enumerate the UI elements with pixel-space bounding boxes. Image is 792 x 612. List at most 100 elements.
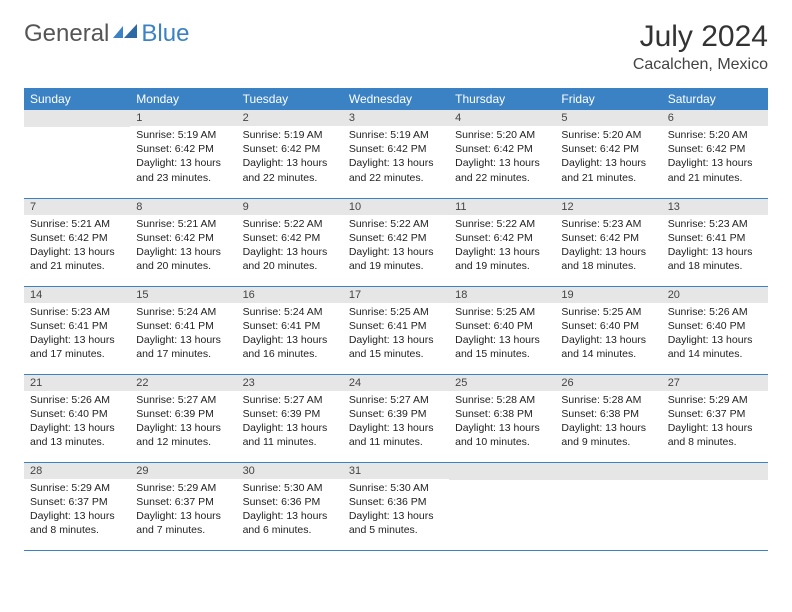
- weekday-header: Sunday: [24, 88, 130, 110]
- day-number: 16: [237, 287, 343, 303]
- logo-text-blue: Blue: [141, 20, 189, 48]
- day-number: 4: [449, 110, 555, 126]
- day-details: Sunrise: 5:25 AMSunset: 6:40 PMDaylight:…: [449, 303, 555, 366]
- day-details: Sunrise: 5:23 AMSunset: 6:41 PMDaylight:…: [662, 215, 768, 278]
- day-details: Sunrise: 5:26 AMSunset: 6:40 PMDaylight:…: [24, 391, 130, 454]
- calendar-day-cell: 25Sunrise: 5:28 AMSunset: 6:38 PMDayligh…: [449, 374, 555, 462]
- calendar-day-cell: 26Sunrise: 5:28 AMSunset: 6:38 PMDayligh…: [555, 374, 661, 462]
- day-number: 14: [24, 287, 130, 303]
- calendar-day-cell: 10Sunrise: 5:22 AMSunset: 6:42 PMDayligh…: [343, 198, 449, 286]
- calendar-day-cell: 7Sunrise: 5:21 AMSunset: 6:42 PMDaylight…: [24, 198, 130, 286]
- day-number: 29: [130, 463, 236, 479]
- weekday-header: Wednesday: [343, 88, 449, 110]
- day-details: Sunrise: 5:27 AMSunset: 6:39 PMDaylight:…: [343, 391, 449, 454]
- weekday-header: Tuesday: [237, 88, 343, 110]
- day-number: 9: [237, 199, 343, 215]
- calendar-table: SundayMondayTuesdayWednesdayThursdayFrid…: [24, 88, 768, 551]
- day-details: Sunrise: 5:30 AMSunset: 6:36 PMDaylight:…: [343, 479, 449, 542]
- calendar-day-cell: 28Sunrise: 5:29 AMSunset: 6:37 PMDayligh…: [24, 462, 130, 550]
- calendar-week-row: 7Sunrise: 5:21 AMSunset: 6:42 PMDaylight…: [24, 198, 768, 286]
- calendar-day-cell: 16Sunrise: 5:24 AMSunset: 6:41 PMDayligh…: [237, 286, 343, 374]
- day-details: Sunrise: 5:20 AMSunset: 6:42 PMDaylight:…: [449, 126, 555, 189]
- day-number: 8: [130, 199, 236, 215]
- month-title: July 2024: [633, 20, 768, 54]
- day-number: 2: [237, 110, 343, 126]
- day-details: Sunrise: 5:27 AMSunset: 6:39 PMDaylight:…: [130, 391, 236, 454]
- calendar-day-cell: 3Sunrise: 5:19 AMSunset: 6:42 PMDaylight…: [343, 110, 449, 198]
- calendar-day-cell: 19Sunrise: 5:25 AMSunset: 6:40 PMDayligh…: [555, 286, 661, 374]
- day-number: 15: [130, 287, 236, 303]
- calendar-day-cell: 30Sunrise: 5:30 AMSunset: 6:36 PMDayligh…: [237, 462, 343, 550]
- day-details: Sunrise: 5:25 AMSunset: 6:40 PMDaylight:…: [555, 303, 661, 366]
- day-details: Sunrise: 5:21 AMSunset: 6:42 PMDaylight:…: [130, 215, 236, 278]
- day-number: 24: [343, 375, 449, 391]
- day-number: 3: [343, 110, 449, 126]
- day-details: Sunrise: 5:29 AMSunset: 6:37 PMDaylight:…: [24, 479, 130, 542]
- day-details: Sunrise: 5:29 AMSunset: 6:37 PMDaylight:…: [130, 479, 236, 542]
- day-details: Sunrise: 5:19 AMSunset: 6:42 PMDaylight:…: [343, 126, 449, 189]
- day-details: Sunrise: 5:20 AMSunset: 6:42 PMDaylight:…: [555, 126, 661, 189]
- day-number: 12: [555, 199, 661, 215]
- calendar-day-cell: [24, 110, 130, 198]
- day-details: Sunrise: 5:28 AMSunset: 6:38 PMDaylight:…: [449, 391, 555, 454]
- calendar-day-cell: 12Sunrise: 5:23 AMSunset: 6:42 PMDayligh…: [555, 198, 661, 286]
- calendar-day-cell: 1Sunrise: 5:19 AMSunset: 6:42 PMDaylight…: [130, 110, 236, 198]
- day-details: Sunrise: 5:27 AMSunset: 6:39 PMDaylight:…: [237, 391, 343, 454]
- weekday-header: Friday: [555, 88, 661, 110]
- calendar-day-cell: [555, 462, 661, 550]
- calendar-day-cell: 29Sunrise: 5:29 AMSunset: 6:37 PMDayligh…: [130, 462, 236, 550]
- day-number: 5: [555, 110, 661, 126]
- day-number: 1: [130, 110, 236, 126]
- day-number: 31: [343, 463, 449, 479]
- day-details: Sunrise: 5:26 AMSunset: 6:40 PMDaylight:…: [662, 303, 768, 366]
- calendar-day-cell: 23Sunrise: 5:27 AMSunset: 6:39 PMDayligh…: [237, 374, 343, 462]
- calendar-day-cell: 17Sunrise: 5:25 AMSunset: 6:41 PMDayligh…: [343, 286, 449, 374]
- day-number: 19: [555, 287, 661, 303]
- day-number: 26: [555, 375, 661, 391]
- calendar-day-cell: 6Sunrise: 5:20 AMSunset: 6:42 PMDaylight…: [662, 110, 768, 198]
- day-number: 6: [662, 110, 768, 126]
- calendar-week-row: 1Sunrise: 5:19 AMSunset: 6:42 PMDaylight…: [24, 110, 768, 198]
- day-details: Sunrise: 5:30 AMSunset: 6:36 PMDaylight:…: [237, 479, 343, 542]
- calendar-day-cell: 13Sunrise: 5:23 AMSunset: 6:41 PMDayligh…: [662, 198, 768, 286]
- weekday-header: Saturday: [662, 88, 768, 110]
- calendar-day-cell: [662, 462, 768, 550]
- day-details: Sunrise: 5:24 AMSunset: 6:41 PMDaylight:…: [130, 303, 236, 366]
- day-number: 22: [130, 375, 236, 391]
- day-number: 10: [343, 199, 449, 215]
- calendar-day-cell: 11Sunrise: 5:22 AMSunset: 6:42 PMDayligh…: [449, 198, 555, 286]
- day-number: 23: [237, 375, 343, 391]
- day-details: Sunrise: 5:28 AMSunset: 6:38 PMDaylight:…: [555, 391, 661, 454]
- day-details: Sunrise: 5:19 AMSunset: 6:42 PMDaylight:…: [130, 126, 236, 189]
- day-details: Sunrise: 5:22 AMSunset: 6:42 PMDaylight:…: [343, 215, 449, 278]
- calendar-day-cell: 5Sunrise: 5:20 AMSunset: 6:42 PMDaylight…: [555, 110, 661, 198]
- day-number: 21: [24, 375, 130, 391]
- day-number: 25: [449, 375, 555, 391]
- day-details: Sunrise: 5:29 AMSunset: 6:37 PMDaylight:…: [662, 391, 768, 454]
- calendar-day-cell: 2Sunrise: 5:19 AMSunset: 6:42 PMDaylight…: [237, 110, 343, 198]
- calendar-day-cell: 31Sunrise: 5:30 AMSunset: 6:36 PMDayligh…: [343, 462, 449, 550]
- title-block: July 2024 Cacalchen, Mexico: [633, 20, 768, 74]
- location-label: Cacalchen, Mexico: [633, 56, 768, 74]
- calendar-day-cell: 20Sunrise: 5:26 AMSunset: 6:40 PMDayligh…: [662, 286, 768, 374]
- calendar-day-cell: 24Sunrise: 5:27 AMSunset: 6:39 PMDayligh…: [343, 374, 449, 462]
- calendar-day-cell: 9Sunrise: 5:22 AMSunset: 6:42 PMDaylight…: [237, 198, 343, 286]
- calendar-day-cell: 15Sunrise: 5:24 AMSunset: 6:41 PMDayligh…: [130, 286, 236, 374]
- day-details: Sunrise: 5:22 AMSunset: 6:42 PMDaylight:…: [449, 215, 555, 278]
- day-number: 18: [449, 287, 555, 303]
- day-number: 13: [662, 199, 768, 215]
- calendar-day-cell: 22Sunrise: 5:27 AMSunset: 6:39 PMDayligh…: [130, 374, 236, 462]
- logo: General Blue: [24, 20, 189, 48]
- empty-day-header: [555, 463, 661, 480]
- day-number: 30: [237, 463, 343, 479]
- day-number: 28: [24, 463, 130, 479]
- logo-text-general: General: [24, 20, 109, 48]
- weekday-header: Thursday: [449, 88, 555, 110]
- calendar-page: General Blue July 2024 Cacalchen, Mexico…: [0, 0, 792, 571]
- day-details: Sunrise: 5:24 AMSunset: 6:41 PMDaylight:…: [237, 303, 343, 366]
- header: General Blue July 2024 Cacalchen, Mexico: [24, 20, 768, 74]
- day-details: Sunrise: 5:21 AMSunset: 6:42 PMDaylight:…: [24, 215, 130, 278]
- day-number: 27: [662, 375, 768, 391]
- calendar-day-cell: 21Sunrise: 5:26 AMSunset: 6:40 PMDayligh…: [24, 374, 130, 462]
- day-number: 11: [449, 199, 555, 215]
